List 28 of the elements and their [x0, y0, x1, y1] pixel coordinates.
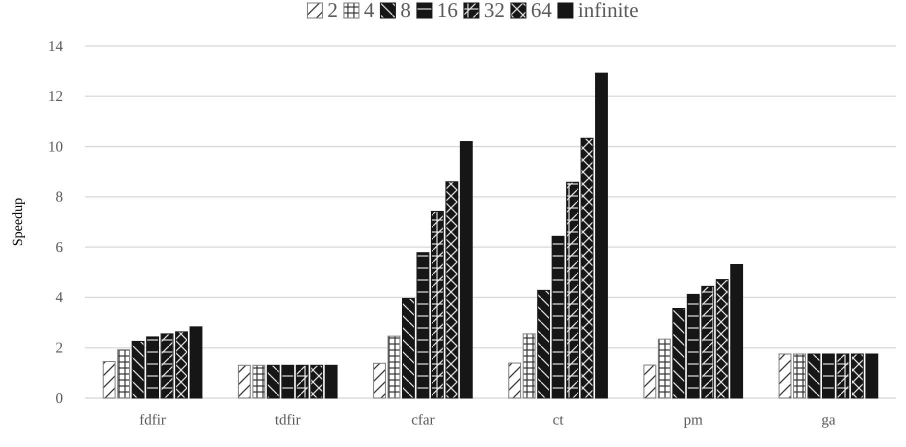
y-tick-label: 0 — [56, 390, 63, 407]
bar — [296, 364, 309, 398]
y-tick-label: 8 — [56, 190, 63, 206]
legend-label: 16 — [436, 0, 458, 22]
x-tick-label: pm — [684, 412, 704, 429]
x-tick-label: fdfir — [139, 412, 166, 429]
x-tick-label: tdfir — [274, 412, 301, 429]
legend-label: 4 — [364, 0, 375, 22]
bar — [701, 286, 714, 398]
legend-label: 64 — [530, 0, 552, 22]
legend-label: 2 — [327, 0, 338, 22]
bar — [281, 364, 294, 398]
legend-label: 32 — [484, 0, 505, 22]
y-tick-label: 10 — [48, 139, 63, 156]
y-tick-label: 12 — [48, 89, 63, 106]
x-tick-label: cfar — [411, 412, 435, 429]
legend-label: 8 — [400, 0, 411, 22]
bar — [686, 294, 700, 398]
x-tick-label: ga — [821, 412, 836, 429]
y-axis-title: Speedup — [11, 198, 26, 246]
y-tick-label: 6 — [56, 240, 64, 256]
legend-label: infinite — [578, 0, 639, 22]
y-tick-label: 4 — [56, 290, 64, 306]
bar — [266, 364, 280, 398]
y-tick-label: 14 — [48, 38, 64, 55]
x-tick-label: ct — [552, 412, 564, 429]
bar — [672, 308, 686, 398]
y-tick-label: 2 — [56, 340, 63, 357]
